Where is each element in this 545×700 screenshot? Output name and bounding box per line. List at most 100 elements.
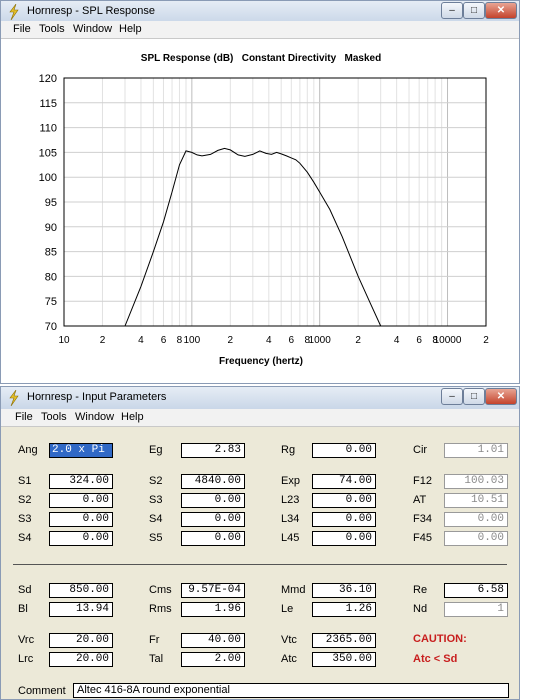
param-field-f45[interactable]: 0.00 [444,531,508,546]
spl-menu-bar: File Tools Window Help [1,21,519,39]
param-field-eg[interactable]: 2.83 [181,443,245,458]
spl-response-window: Hornresp - SPL Response – □ ✕ File Tools… [0,0,520,384]
menu-window[interactable]: Window [73,23,113,35]
menu-window[interactable]: Window [75,411,115,423]
x-tick-label: 10000 [434,335,462,346]
param-field-bl[interactable]: 13.94 [49,602,113,617]
param-field-vtc[interactable]: 2365.00 [312,633,376,648]
param-field-at[interactable]: 10.51 [444,493,508,508]
param-label-l23: L23 [281,494,300,506]
spl-plot-area: SPL Response (dB) Constant Directivity M… [1,39,519,383]
param-field-f12[interactable]: 100.03 [444,474,508,489]
param-label-nd: Nd [413,603,428,615]
param-label-le: Le [281,603,294,615]
param-field-tal[interactable]: 2.00 [181,652,245,667]
param-label-l34: L34 [281,513,300,525]
param-label-tal: Tal [149,653,164,665]
y-tick-label: 70 [45,321,57,333]
minimize-button[interactable]: – [441,388,463,405]
param-field-s3[interactable]: 0.00 [181,493,245,508]
param-label-lrc: Lrc [18,653,34,665]
param-label-s5: S5 [149,532,163,544]
x-tick-label: 4 [138,335,144,346]
param-field-cms[interactable]: 9.57E-04 [181,583,245,598]
param-label-f34: F34 [413,513,432,525]
x-tick-label: 6 [289,335,295,346]
param-label-fr: Fr [149,634,160,646]
maximize-button[interactable]: □ [463,2,485,19]
spl-response-curve [124,147,382,327]
menu-help[interactable]: Help [121,411,144,423]
param-field-s1[interactable]: 324.00 [49,474,113,489]
param-field-l45[interactable]: 0.00 [312,531,376,546]
param-label-cir: Cir [413,444,428,456]
param-field-s5[interactable]: 0.00 [181,531,245,546]
param-field-vrc[interactable]: 20.00 [49,633,113,648]
param-field-s2[interactable]: 4840.00 [181,474,245,489]
param-label-f12: F12 [413,475,432,487]
menu-tools[interactable]: Tools [41,411,67,423]
param-label-ang: Ang [18,444,38,456]
param-label-s3: S3 [149,494,163,506]
param-label-vrc: Vrc [18,634,35,646]
param-label-s3: S3 [18,513,32,525]
menu-file[interactable]: File [13,23,31,35]
param-field-s4[interactable]: 0.00 [49,531,113,546]
y-tick-label: 115 [39,98,57,110]
x-tick-label: 4 [394,335,400,346]
close-button[interactable]: ✕ [485,388,517,405]
y-tick-label: 105 [39,147,57,159]
param-field-fr[interactable]: 40.00 [181,633,245,648]
param-field-rg[interactable]: 0.00 [312,443,376,458]
param-field-nd[interactable]: 1 [444,602,508,617]
minimize-button[interactable]: – [441,2,463,19]
close-button[interactable]: ✕ [485,2,517,19]
param-field-atc[interactable]: 350.00 [312,652,376,667]
param-field-f34[interactable]: 0.00 [444,512,508,527]
plot-frame [63,77,487,327]
menu-help[interactable]: Help [119,23,142,35]
input-title-bar[interactable]: Hornresp - Input Parameters – □ ✕ [1,387,519,409]
chart-title: SPL Response (dB) Constant Directivity M… [141,53,381,64]
param-field-sd[interactable]: 850.00 [49,583,113,598]
param-label-at: AT [413,494,427,506]
param-field-s3[interactable]: 0.00 [49,512,113,527]
param-field-rms[interactable]: 1.96 [181,602,245,617]
y-axis-ticks: 120 115 110 105 100 95 90 85 80 75 70 [39,73,57,333]
param-label-rms: Rms [149,603,172,615]
x-tick-label: 1000 [309,335,332,346]
param-field-s4[interactable]: 0.00 [181,512,245,527]
param-label-bl: Bl [18,603,28,615]
x-tick-label: 2 [228,335,234,346]
section-divider [13,564,507,565]
param-field-exp[interactable]: 74.00 [312,474,376,489]
param-field-lrc[interactable]: 20.00 [49,652,113,667]
param-label-eg: Eg [149,444,163,456]
lightning-icon [9,4,19,20]
x-tick-label: 4 [266,335,272,346]
param-field-mmd[interactable]: 36.10 [312,583,376,598]
param-field-cir[interactable]: 1.01 [444,443,508,458]
comment-input[interactable]: Altec 416-8A round exponential [73,683,509,698]
y-tick-label: 75 [45,296,57,308]
x-tick-label: 2 [355,335,361,346]
param-field-l34[interactable]: 0.00 [312,512,376,527]
comment-label: Comment [18,685,66,697]
x-tick-label: 10 [58,335,70,346]
param-field-s2[interactable]: 0.00 [49,493,113,508]
lightning-icon [9,390,19,406]
param-field-le[interactable]: 1.26 [312,602,376,617]
param-field-l23[interactable]: 0.00 [312,493,376,508]
param-field-re[interactable]: 6.58 [444,583,508,598]
maximize-button[interactable]: □ [463,388,485,405]
param-field-ang[interactable]: 2.0 x Pi [49,443,113,458]
param-label-s1: S1 [18,475,32,487]
menu-tools[interactable]: Tools [39,23,65,35]
spl-window-title: Hornresp - SPL Response [27,5,155,17]
y-tick-label: 80 [45,271,57,283]
menu-file[interactable]: File [15,411,33,423]
param-label-f45: F45 [413,532,432,544]
spl-title-bar[interactable]: Hornresp - SPL Response – □ ✕ [1,1,519,23]
spl-chart: SPL Response (dB) Constant Directivity M… [39,53,490,367]
input-menu-bar: File Tools Window Help [1,409,519,427]
